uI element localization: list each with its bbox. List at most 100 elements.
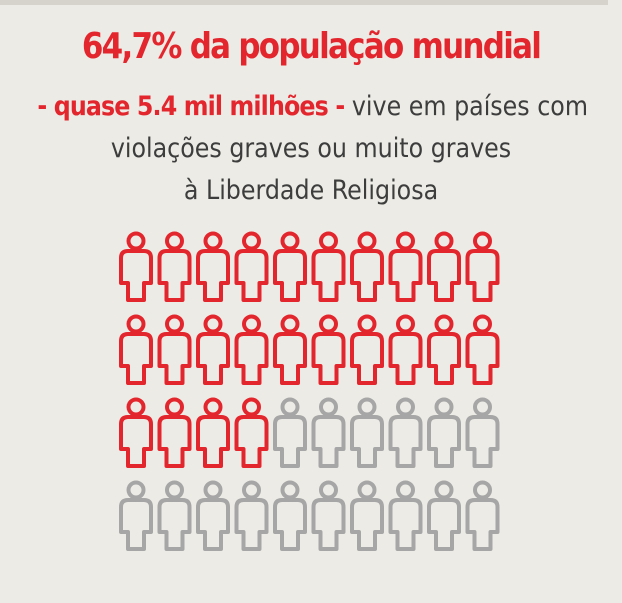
- subtitle-line-3: à Liberdade Religiosa: [183, 175, 439, 206]
- person-head: [357, 231, 377, 251]
- person-icon: [119, 314, 153, 385]
- person-head: [165, 480, 184, 500]
- person-body: [350, 498, 384, 551]
- subtitle-line-1: - quase 5.4 mil milhões - vive em países…: [37, 86, 588, 128]
- person-body: [234, 332, 269, 385]
- person-body: [465, 498, 500, 551]
- subtitle-line-2: violações graves ou muito graves: [110, 133, 512, 164]
- person-head: [280, 314, 300, 334]
- person-head: [280, 397, 300, 417]
- person-head: [434, 397, 454, 417]
- people-pictogram-svg: [119, 231, 500, 551]
- person-body: [465, 249, 500, 302]
- person-head: [434, 231, 454, 251]
- person-icon: [350, 231, 384, 302]
- person-body: [388, 415, 423, 468]
- person-icon: [311, 231, 346, 302]
- person-icon: [350, 397, 384, 468]
- subtitle-rest-line1: vive em países com: [344, 91, 588, 122]
- person-head: [473, 480, 492, 500]
- people-pictogram: [116, 231, 500, 551]
- person-head: [396, 314, 415, 334]
- person-icon: [465, 231, 500, 302]
- person-head: [319, 231, 338, 251]
- person-icon: [427, 231, 461, 302]
- person-icon: [427, 397, 461, 468]
- person-head: [203, 397, 223, 417]
- person-body: [157, 249, 192, 302]
- person-icon: [427, 480, 461, 551]
- person-icon: [157, 480, 192, 551]
- person-body: [234, 498, 269, 551]
- person-body: [427, 498, 461, 551]
- person-body: [350, 332, 384, 385]
- person-body: [465, 415, 500, 468]
- person-body: [350, 249, 384, 302]
- person-icon: [350, 314, 384, 385]
- person-body: [119, 249, 153, 302]
- person-head: [396, 397, 415, 417]
- person-icon: [119, 480, 153, 551]
- headline: 64,7% da população mundial: [81, 26, 542, 67]
- person-icon: [465, 480, 500, 551]
- person-head: [280, 231, 300, 251]
- person-body: [427, 249, 461, 302]
- person-body: [273, 498, 307, 551]
- person-body: [234, 415, 269, 468]
- person-icon: [234, 231, 269, 302]
- person-icon: [157, 231, 192, 302]
- person-icon: [311, 397, 346, 468]
- person-icon: [234, 480, 269, 551]
- person-icon: [196, 314, 230, 385]
- person-body: [311, 332, 346, 385]
- person-head: [280, 480, 300, 500]
- person-icon: [157, 314, 192, 385]
- person-body: [350, 415, 384, 468]
- subtitle-highlight: quase 5.4 mil milhões: [53, 91, 329, 122]
- person-body: [311, 249, 346, 302]
- top-rule: [0, 0, 608, 5]
- person-head: [203, 231, 223, 251]
- person-head: [126, 231, 146, 251]
- person-body: [234, 249, 269, 302]
- person-body: [119, 332, 153, 385]
- person-head: [126, 314, 146, 334]
- person-body: [311, 498, 346, 551]
- person-icon: [119, 397, 153, 468]
- person-body: [196, 249, 230, 302]
- person-body: [196, 415, 230, 468]
- subtitle-dash-before: -: [37, 91, 54, 122]
- person-icon: [273, 231, 307, 302]
- person-body: [388, 498, 423, 551]
- person-icon: [234, 397, 269, 468]
- person-icon: [388, 397, 423, 468]
- person-head: [242, 480, 261, 500]
- person-icon: [273, 397, 307, 468]
- person-head: [165, 231, 184, 251]
- person-body: [427, 332, 461, 385]
- person-body: [119, 498, 153, 551]
- person-icon: [465, 397, 500, 468]
- person-icon: [157, 397, 192, 468]
- person-icon: [234, 314, 269, 385]
- person-icon: [119, 231, 153, 302]
- person-head: [242, 397, 261, 417]
- person-body: [388, 332, 423, 385]
- person-head: [434, 480, 454, 500]
- person-icon: [311, 480, 346, 551]
- person-head: [165, 314, 184, 334]
- person-icon: [388, 314, 423, 385]
- person-head: [242, 231, 261, 251]
- person-body: [119, 415, 153, 468]
- person-icon: [465, 314, 500, 385]
- person-head: [319, 397, 338, 417]
- person-icon: [196, 231, 230, 302]
- person-head: [357, 314, 377, 334]
- person-body: [157, 498, 192, 551]
- person-head: [126, 480, 146, 500]
- person-head: [319, 480, 338, 500]
- person-body: [157, 332, 192, 385]
- person-body: [427, 415, 461, 468]
- person-head: [473, 231, 492, 251]
- person-head: [165, 397, 184, 417]
